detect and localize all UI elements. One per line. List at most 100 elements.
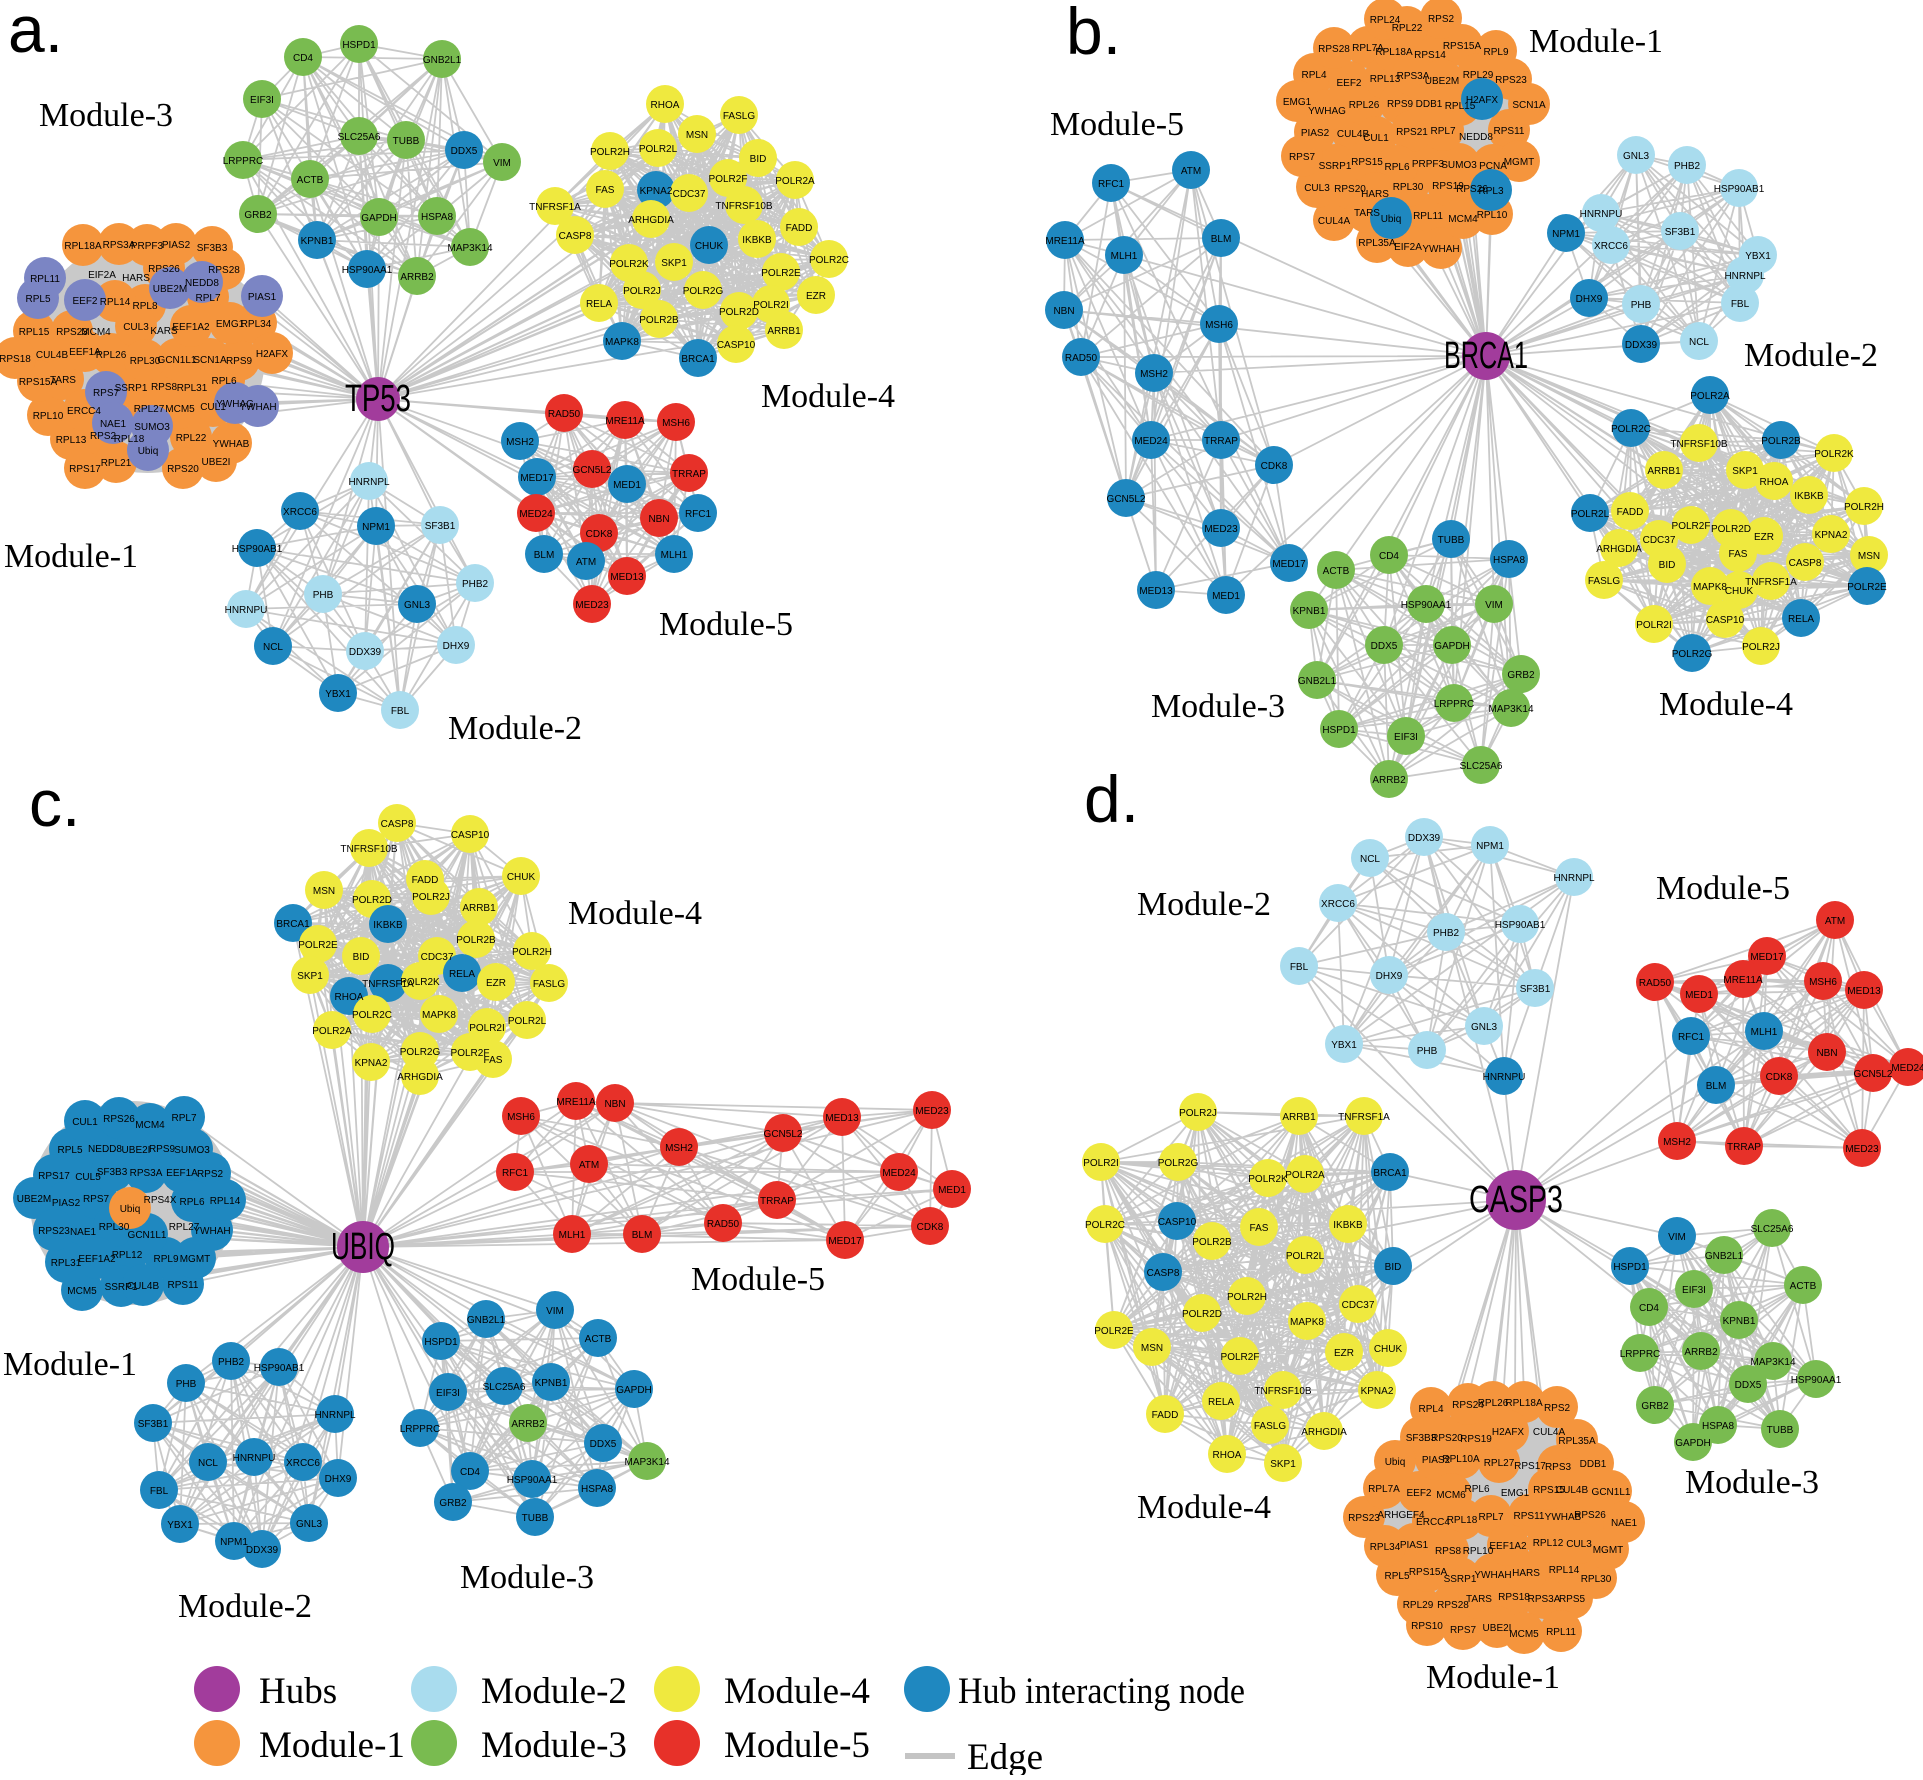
- svg-text:CD4: CD4: [293, 53, 313, 64]
- svg-text:HNRNPU: HNRNPU: [1483, 1072, 1526, 1083]
- svg-text:DDX5: DDX5: [1735, 1380, 1762, 1391]
- svg-text:POLR2A: POLR2A: [775, 176, 815, 187]
- svg-text:GNL3: GNL3: [404, 600, 431, 611]
- svg-text:FADD: FADD: [1152, 1410, 1179, 1421]
- svg-text:POLR2J: POLR2J: [623, 286, 661, 297]
- svg-text:UBE2I: UBE2I: [122, 1145, 151, 1156]
- svg-text:RPS15A: RPS15A: [1443, 41, 1482, 52]
- svg-text:RPS2: RPS2: [1544, 1403, 1571, 1414]
- svg-text:EMG1: EMG1: [1283, 97, 1312, 108]
- svg-text:RPS9: RPS9: [149, 1144, 176, 1155]
- svg-text:RELA: RELA: [1208, 1397, 1234, 1408]
- svg-text:MCM4: MCM4: [1448, 214, 1478, 225]
- svg-text:HNRNPU: HNRNPU: [233, 1453, 276, 1464]
- svg-text:RPS3A: RPS3A: [1397, 71, 1430, 82]
- svg-text:RPL18: RPL18: [1447, 1515, 1478, 1526]
- svg-text:CHUK: CHUK: [1725, 586, 1754, 597]
- svg-text:TNFRSF1A: TNFRSF1A: [362, 979, 414, 990]
- svg-text:RPS15: RPS15: [1533, 1485, 1565, 1496]
- svg-text:POLR2H: POLR2H: [590, 147, 630, 158]
- svg-text:CD4: CD4: [1379, 551, 1399, 562]
- svg-text:KPNA2: KPNA2: [355, 1058, 388, 1069]
- svg-text:POLR2L: POLR2L: [1571, 509, 1610, 520]
- svg-text:CDC37: CDC37: [1342, 1300, 1375, 1311]
- svg-text:SCN1A: SCN1A: [193, 355, 227, 366]
- svg-text:RPL18A: RPL18A: [64, 241, 102, 252]
- svg-text:XRCC6: XRCC6: [286, 1458, 320, 1469]
- svg-text:RPL30: RPL30: [1393, 182, 1424, 193]
- svg-text:GRB2: GRB2: [439, 1498, 467, 1509]
- svg-text:Module-2: Module-2: [448, 710, 582, 747]
- svg-text:RPL31: RPL31: [51, 1258, 82, 1269]
- svg-text:MED17: MED17: [1272, 559, 1306, 570]
- svg-text:RPS26: RPS26: [148, 264, 180, 275]
- svg-text:POLR2C: POLR2C: [1611, 424, 1651, 435]
- svg-text:TNFRSF10B: TNFRSF10B: [1254, 1386, 1312, 1397]
- svg-text:PHB2: PHB2: [1433, 928, 1460, 939]
- svg-text:PCNA: PCNA: [1479, 161, 1507, 172]
- svg-text:MSN: MSN: [1141, 1343, 1163, 1354]
- svg-text:POLR2B: POLR2B: [1192, 1237, 1232, 1248]
- svg-text:HSPA8: HSPA8: [1493, 555, 1525, 566]
- svg-text:SSRP1: SSRP1: [105, 1282, 138, 1293]
- svg-text:RPL6: RPL6: [211, 376, 236, 387]
- svg-text:RHOA: RHOA: [651, 100, 680, 111]
- svg-text:TUBB: TUBB: [522, 1513, 549, 1524]
- svg-text:CUL4B: CUL4B: [1556, 1485, 1589, 1496]
- svg-text:RPS15A: RPS15A: [1409, 1567, 1448, 1578]
- svg-text:RPL6: RPL6: [179, 1197, 204, 1208]
- svg-text:RPL14: RPL14: [100, 297, 131, 308]
- svg-text:HSPA8: HSPA8: [581, 1484, 613, 1495]
- svg-text:MAPK8: MAPK8: [422, 1010, 456, 1021]
- svg-text:NCL: NCL: [1689, 337, 1709, 348]
- svg-text:NCL: NCL: [198, 1458, 218, 1469]
- svg-text:MCM4: MCM4: [81, 327, 111, 338]
- svg-text:FAS: FAS: [1250, 1223, 1269, 1234]
- svg-text:RPL22: RPL22: [176, 433, 207, 444]
- svg-text:MSH6: MSH6: [507, 1112, 535, 1123]
- svg-text:VIM: VIM: [546, 1306, 564, 1317]
- svg-text:RPL21: RPL21: [101, 458, 132, 469]
- svg-text:HSP90AB1: HSP90AB1: [1714, 184, 1765, 195]
- svg-text:HSP90AB1: HSP90AB1: [254, 1363, 305, 1374]
- svg-text:EEF2: EEF2: [1406, 1488, 1431, 1499]
- svg-text:ARRB2: ARRB2: [1372, 775, 1406, 786]
- svg-text:GNL3: GNL3: [296, 1519, 323, 1530]
- svg-text:BLM: BLM: [534, 550, 555, 561]
- svg-text:YBX1: YBX1: [167, 1520, 193, 1531]
- svg-text:RPL12: RPL12: [112, 1250, 143, 1261]
- svg-text:RPS28: RPS28: [1318, 44, 1350, 55]
- svg-text:Module-2: Module-2: [481, 1671, 627, 1712]
- svg-text:NPM1: NPM1: [220, 1537, 248, 1548]
- svg-text:UBE2M: UBE2M: [1425, 76, 1459, 87]
- svg-text:EIF3I: EIF3I: [250, 95, 274, 106]
- svg-text:TP53: TP53: [345, 378, 411, 420]
- svg-text:POLR2A: POLR2A: [1285, 1170, 1325, 1181]
- svg-text:Module-4: Module-4: [761, 378, 895, 415]
- svg-text:Module-1: Module-1: [1426, 1659, 1560, 1696]
- svg-text:RPL12: RPL12: [1533, 1538, 1564, 1549]
- svg-text:Module-5: Module-5: [659, 606, 793, 643]
- svg-text:RPL6: RPL6: [1464, 1484, 1489, 1495]
- svg-text:MED17: MED17: [828, 1236, 862, 1247]
- svg-text:DDX5: DDX5: [1371, 641, 1398, 652]
- svg-text:POLR2E: POLR2E: [1847, 582, 1887, 593]
- svg-text:TARS: TARS: [1354, 208, 1380, 219]
- svg-text:YWHAH: YWHAH: [239, 402, 276, 413]
- svg-text:PIAS1: PIAS1: [248, 292, 277, 303]
- svg-text:LRPPRC: LRPPRC: [400, 1424, 441, 1435]
- svg-text:EIF2A: EIF2A: [88, 270, 116, 281]
- svg-text:CUL4B: CUL4B: [36, 350, 69, 361]
- svg-text:FADD: FADD: [412, 875, 439, 886]
- svg-text:RPL35A: RPL35A: [1358, 238, 1396, 249]
- svg-text:MAP3K14: MAP3K14: [1750, 1357, 1795, 1368]
- svg-text:Module-4: Module-4: [568, 895, 702, 932]
- svg-text:Module-2: Module-2: [1137, 886, 1271, 923]
- svg-text:CUL3: CUL3: [1304, 183, 1330, 194]
- svg-text:MLH1: MLH1: [559, 1230, 586, 1241]
- svg-text:YWHAG: YWHAG: [216, 399, 254, 410]
- svg-text:MCM5: MCM5: [165, 404, 195, 415]
- svg-text:RPL24: RPL24: [1370, 15, 1401, 26]
- svg-text:RHOA: RHOA: [1213, 1450, 1242, 1461]
- svg-text:TNFRSF10B: TNFRSF10B: [715, 201, 773, 212]
